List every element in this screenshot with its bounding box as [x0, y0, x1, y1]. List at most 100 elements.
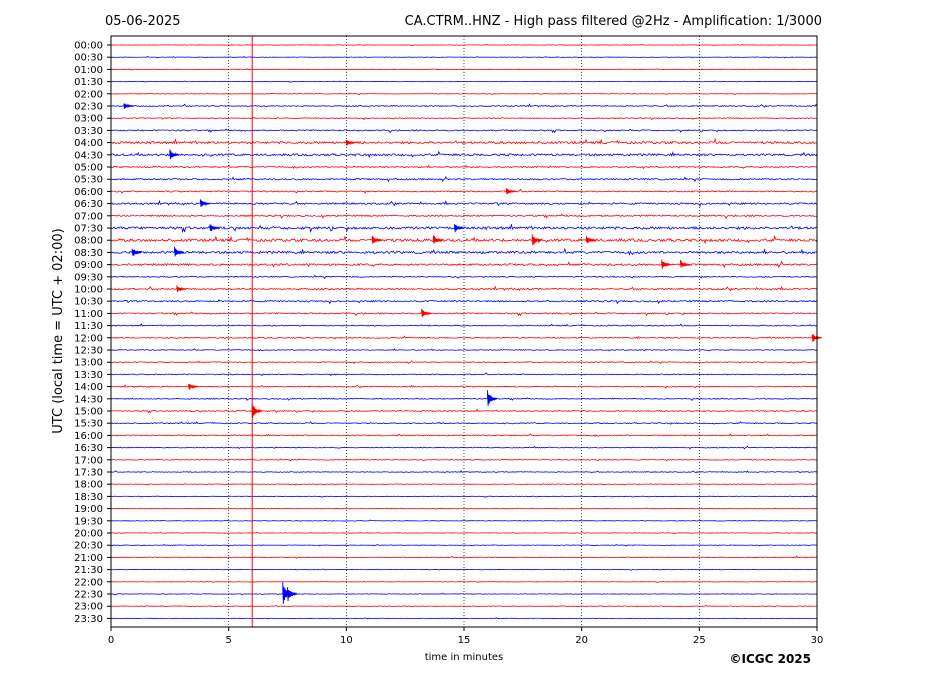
trace-row — [110, 543, 818, 547]
x-tick-label: 5 — [225, 635, 231, 646]
x-ticks: 0 5 10 15 20 25 30 — [108, 627, 824, 646]
trace-row — [110, 311, 818, 317]
trace-row — [110, 360, 818, 365]
x-axis-label: time in minutes — [425, 652, 504, 663]
event-burst — [454, 223, 465, 233]
row-label: 17:00 — [74, 455, 103, 466]
row-label: 05:30 — [74, 175, 103, 186]
row-label: 16:30 — [74, 443, 103, 454]
x-tick-label: 10 — [340, 635, 353, 646]
row-label: 11:30 — [74, 321, 103, 332]
row-label: 13:00 — [74, 358, 103, 369]
row-label: 19:00 — [74, 504, 103, 515]
event-group — [123, 103, 822, 604]
row-label: 06:00 — [74, 187, 103, 198]
row-label: 06:30 — [74, 199, 103, 210]
row-label: 04:30 — [74, 150, 103, 161]
row-label: 18:00 — [74, 480, 103, 491]
trace-row — [110, 175, 818, 183]
date-label: 05-06-2025 — [105, 14, 181, 29]
row-label: 00:00 — [74, 41, 103, 52]
event-burst — [531, 234, 542, 246]
event-burst — [661, 259, 672, 270]
trace-row — [110, 103, 818, 108]
event-burst — [287, 587, 298, 602]
row-label: 15:00 — [74, 407, 103, 418]
event-burst — [251, 404, 262, 418]
row-label: 03:30 — [74, 126, 103, 137]
x-tick-label: 25 — [693, 635, 706, 646]
row-label: 10:00 — [74, 285, 103, 296]
event-burst — [371, 235, 382, 244]
vertical-gridlines — [228, 36, 700, 627]
row-label: 03:00 — [74, 114, 103, 125]
row-label: 20:30 — [74, 541, 103, 552]
trace-row — [110, 507, 818, 510]
row-label: 12:30 — [74, 346, 103, 357]
event-burst — [174, 246, 185, 257]
row-label: 22:00 — [74, 577, 103, 588]
chart-title: CA.CTRM..HNZ - High pass filtered @2Hz -… — [405, 14, 822, 29]
row-label: 02:00 — [74, 89, 103, 100]
trace-row — [110, 568, 818, 571]
trace-row — [110, 335, 818, 340]
x-tick-label: 15 — [458, 635, 471, 646]
event-burst — [123, 103, 134, 109]
row-label: 09:00 — [74, 260, 103, 271]
row-label: 23:00 — [74, 602, 103, 613]
trace-group — [110, 44, 818, 620]
row-label: 14:30 — [74, 394, 103, 405]
event-burst — [199, 199, 211, 207]
event-burst — [209, 224, 220, 231]
row-label: 08:00 — [74, 236, 103, 247]
row-label: 11:00 — [74, 309, 103, 320]
x-tick-label: 0 — [108, 635, 114, 646]
trace-row — [110, 555, 818, 559]
trace-row — [110, 188, 818, 194]
row-label: 16:00 — [74, 431, 103, 442]
event-burst — [432, 235, 444, 244]
row-label: 17:30 — [74, 468, 103, 479]
event-burst — [176, 285, 187, 292]
row-label: 09:30 — [74, 272, 103, 283]
row-label: 05:00 — [74, 163, 103, 174]
row-label: 00:30 — [74, 53, 103, 64]
trace-row — [110, 348, 818, 352]
row-label: 04:00 — [74, 138, 103, 149]
row-label: 02:30 — [74, 102, 103, 113]
row-label: 23:30 — [74, 614, 103, 625]
trace-row — [110, 495, 818, 498]
copyright-label: ©ICGC 2025 — [729, 652, 811, 666]
row-label: 01:00 — [74, 65, 103, 76]
row-label: 20:00 — [74, 529, 103, 540]
trace-row — [110, 580, 818, 583]
event-burst — [188, 384, 199, 390]
event-burst — [345, 139, 356, 146]
trace-row — [110, 372, 818, 377]
x-tick-label: 30 — [811, 635, 824, 646]
event-burst — [421, 308, 432, 317]
row-label: 22:30 — [74, 590, 103, 601]
row-label: 21:30 — [74, 565, 103, 576]
trace-row — [110, 519, 818, 522]
row-label: 21:00 — [74, 553, 103, 564]
plot-frame — [110, 35, 818, 628]
event-burst — [505, 188, 517, 195]
row-label: 12:00 — [74, 333, 103, 344]
y-axis-label: UTC (local time = UTC + 02:00) — [51, 228, 66, 433]
row-label: 19:30 — [74, 516, 103, 527]
row-label: 18:30 — [74, 492, 103, 503]
row-label: 07:30 — [74, 224, 103, 235]
row-label: 15:30 — [74, 419, 103, 430]
trace-row — [110, 150, 818, 159]
event-burst — [487, 390, 498, 406]
trace-row — [110, 531, 818, 535]
row-label: 10:30 — [74, 297, 103, 308]
trace-row — [110, 323, 818, 327]
trace-row — [110, 128, 818, 134]
row-label: 08:30 — [74, 248, 103, 259]
row-label: 14:00 — [74, 382, 103, 393]
